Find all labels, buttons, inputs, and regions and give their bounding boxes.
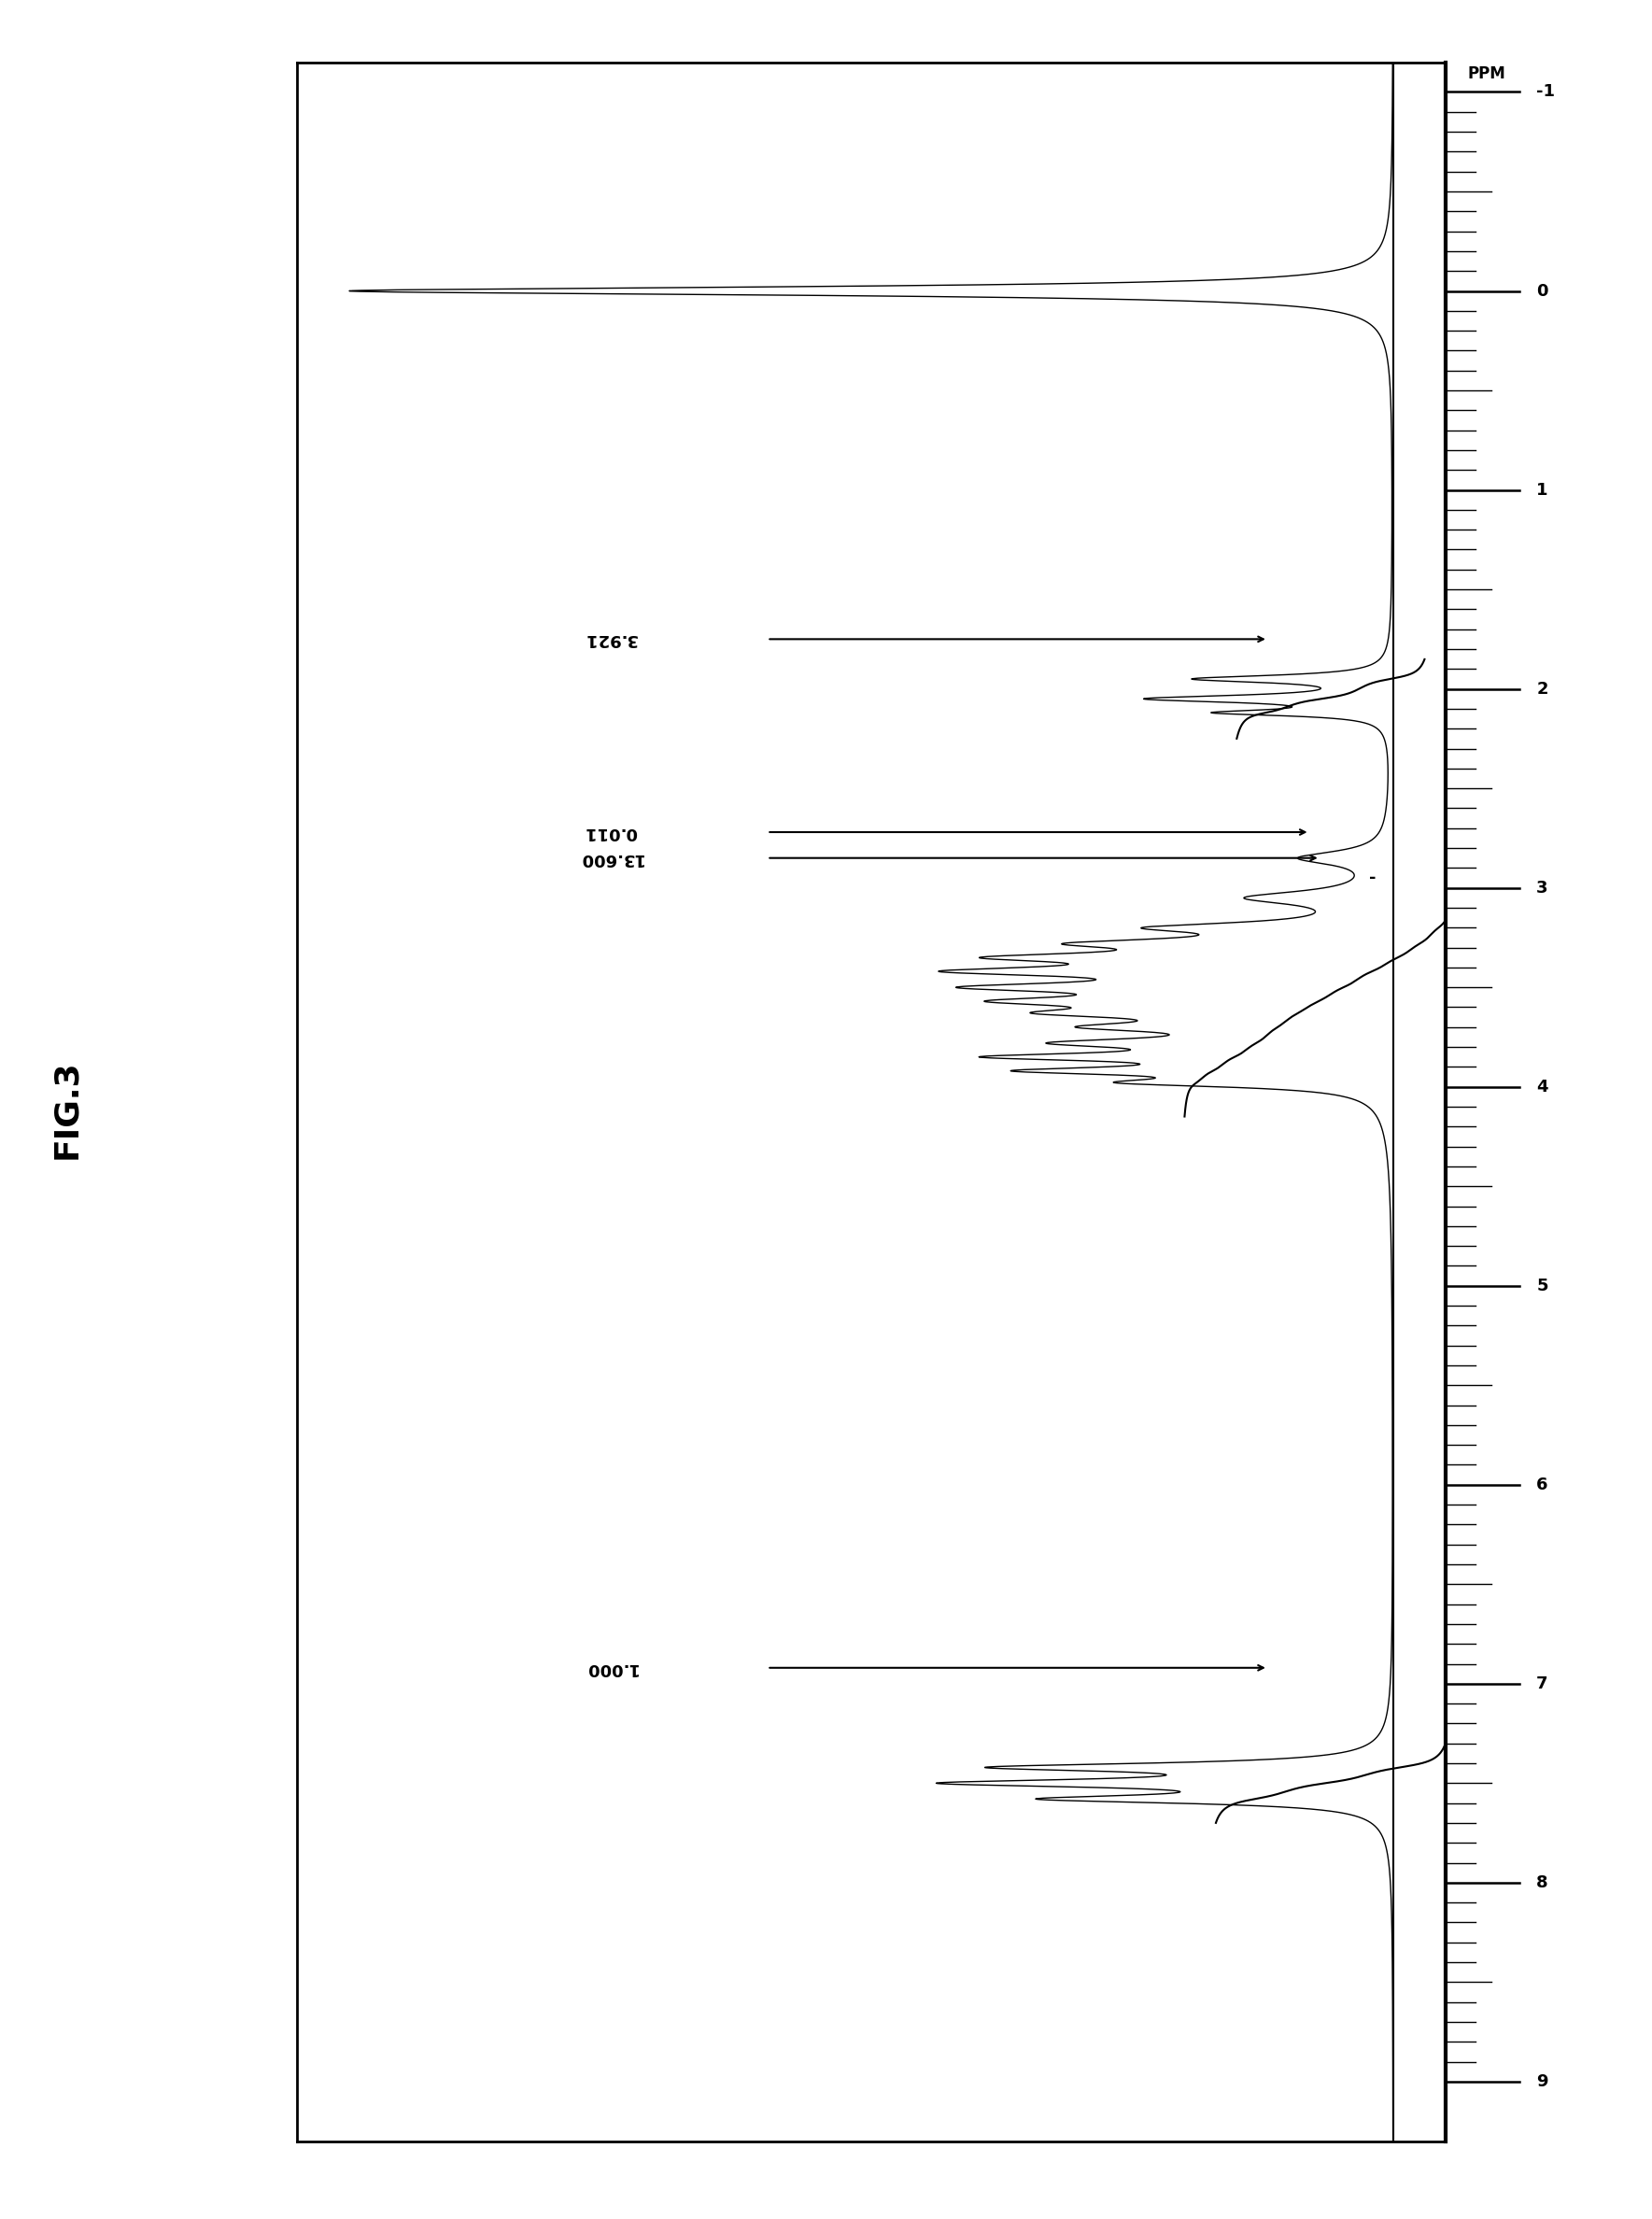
Text: -: -: [1370, 870, 1376, 885]
Text: 6: 6: [1536, 1476, 1548, 1493]
Text: FIG.3: FIG.3: [50, 1061, 83, 1158]
Text: PPM: PPM: [1467, 64, 1507, 82]
Text: 13.600: 13.600: [578, 850, 643, 865]
Text: 5: 5: [1536, 1278, 1548, 1294]
Text: 7: 7: [1536, 1675, 1548, 1693]
Text: 9: 9: [1536, 2073, 1548, 2090]
Text: 0.011: 0.011: [583, 823, 638, 841]
Text: 0: 0: [1536, 282, 1548, 300]
Text: 4: 4: [1536, 1078, 1548, 1096]
Text: 3.921: 3.921: [583, 630, 638, 648]
Text: -1: -1: [1536, 84, 1555, 100]
Text: 1: 1: [1536, 482, 1548, 499]
Text: 2: 2: [1536, 681, 1548, 697]
Text: 1.000: 1.000: [583, 1660, 638, 1675]
Text: 3: 3: [1536, 879, 1548, 896]
Text: 8: 8: [1536, 1875, 1548, 1891]
